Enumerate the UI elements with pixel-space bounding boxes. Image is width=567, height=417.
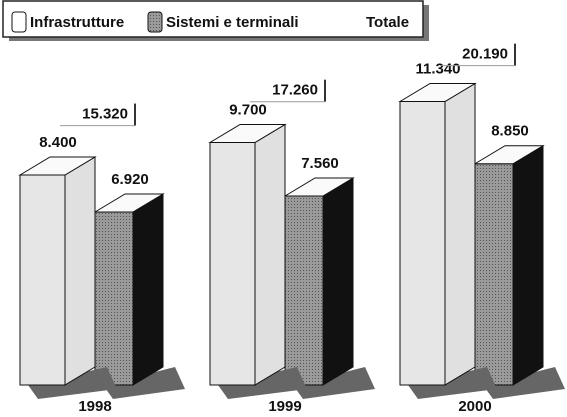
bar-top bbox=[398, 83, 477, 102]
bar-shadow bbox=[103, 367, 185, 399]
bar-shadow bbox=[218, 367, 307, 399]
legend-label: Infrastrutture bbox=[30, 14, 124, 31]
total-label: 15.320 bbox=[82, 106, 128, 123]
value-label: 6.920 bbox=[111, 171, 149, 188]
bar-side bbox=[512, 144, 544, 386]
bar bbox=[209, 142, 256, 386]
x-tick-label: 1999 bbox=[268, 398, 301, 415]
bar-top bbox=[473, 145, 545, 165]
bar-shadow bbox=[28, 367, 117, 399]
bar-side bbox=[132, 193, 164, 386]
bar bbox=[284, 195, 324, 386]
value-label: 9.700 bbox=[229, 101, 267, 118]
bar-shadow bbox=[408, 367, 497, 399]
bar-side bbox=[322, 177, 354, 386]
bar-top bbox=[208, 124, 287, 143]
bar-top bbox=[93, 193, 165, 213]
bar-side bbox=[444, 82, 476, 386]
legend-box bbox=[2, 0, 424, 38]
legend-label: Sistemi e terminali bbox=[166, 14, 299, 31]
legend-label: Totale bbox=[366, 14, 409, 31]
value-label: 11.340 bbox=[415, 60, 460, 77]
x-tick-label: 2000 bbox=[458, 398, 491, 415]
bar bbox=[399, 101, 446, 386]
bar-side bbox=[64, 156, 96, 386]
bar-top bbox=[283, 177, 355, 197]
bar bbox=[94, 211, 134, 386]
bar-side bbox=[254, 123, 286, 386]
bar-shadow bbox=[483, 367, 565, 399]
x-tick-label: 1998 bbox=[78, 398, 111, 415]
legend-icon bbox=[11, 11, 27, 33]
value-label: 8.400 bbox=[39, 134, 77, 151]
total-label: 20.190 bbox=[462, 46, 508, 63]
bar-top bbox=[18, 156, 97, 176]
bar-shadow bbox=[293, 367, 375, 399]
bar bbox=[19, 174, 66, 386]
legend-icon bbox=[147, 11, 163, 33]
total-label: 17.260 bbox=[272, 82, 318, 99]
value-label: 8.850 bbox=[491, 123, 529, 140]
bar bbox=[474, 163, 514, 386]
value-label: 7.560 bbox=[301, 155, 339, 172]
